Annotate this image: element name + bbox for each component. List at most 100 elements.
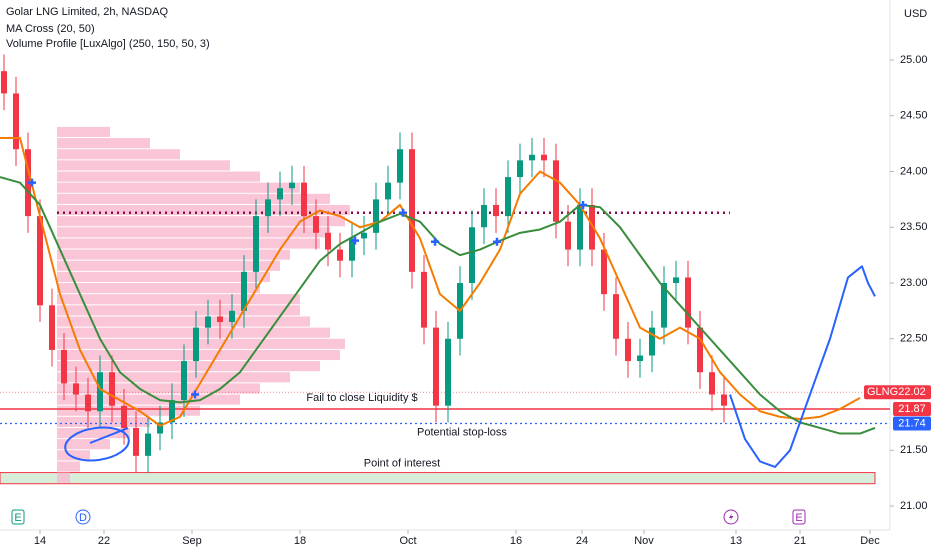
last-price-value: 22.02 — [898, 386, 926, 398]
x-tick-label: 16 — [510, 535, 522, 547]
y-tick-label: 25.00 — [900, 54, 928, 66]
cross-marker — [351, 236, 359, 245]
chart-title: Golar LNG Limited, 2h, NASDAQ — [6, 6, 168, 18]
candle-body — [61, 349, 67, 384]
candle-body — [445, 338, 451, 406]
candle-body — [685, 277, 691, 328]
volume-profile-bar — [57, 427, 130, 439]
volume-profile-bar — [57, 260, 280, 271]
event-label: D — [79, 512, 87, 524]
candle-body — [421, 271, 427, 328]
volume-profile-bar — [57, 216, 345, 227]
last-price-tag — [864, 385, 931, 400]
candle-body — [277, 188, 283, 200]
candle-body — [649, 327, 655, 356]
volume-profile-bar — [57, 305, 300, 316]
candle-body — [193, 327, 199, 362]
candle-body — [541, 154, 547, 161]
y-tick-label: 24.50 — [900, 110, 928, 122]
arrow-annotation — [89, 427, 129, 444]
price-tag — [893, 416, 931, 431]
price-tag — [893, 402, 931, 417]
y-tick-label: 21.50 — [900, 444, 928, 456]
candle-body — [481, 204, 487, 228]
candle-body — [37, 216, 43, 306]
event-badge — [792, 509, 806, 525]
volume-profile-bar — [57, 193, 330, 204]
candle-body — [337, 249, 343, 261]
cross-marker — [399, 208, 407, 217]
volume-profile-bar — [57, 372, 290, 383]
candle-body — [109, 372, 115, 406]
candle-body — [589, 204, 595, 250]
last-price-name: GLNG — [867, 386, 898, 398]
cross-marker — [191, 390, 199, 399]
candle-body — [505, 177, 511, 217]
candle-body — [361, 232, 367, 239]
candle-body — [709, 372, 715, 395]
x-tick-label: 22 — [98, 535, 110, 547]
cross-marker — [28, 178, 36, 187]
candle-body — [373, 199, 379, 233]
event-label: E — [795, 512, 802, 524]
candle-body — [133, 427, 139, 456]
volume-profile-bar — [57, 182, 300, 193]
candle-body — [49, 305, 55, 350]
candle-body — [433, 327, 439, 406]
ma-line — [0, 137, 861, 427]
x-tick-label: 13 — [730, 535, 742, 547]
candle-body — [229, 310, 235, 323]
candle-body — [613, 294, 619, 339]
candle-body — [253, 216, 259, 272]
candle-body — [181, 361, 187, 401]
volume-profile-bar — [57, 171, 260, 182]
candle-body — [409, 149, 415, 272]
indicator-label: Volume Profile [LuxAlgo] (250, 150, 50, … — [6, 38, 210, 50]
volume-profile-bar — [57, 394, 240, 405]
volume-profile-bar — [57, 138, 150, 149]
volume-profile-bar — [57, 227, 330, 238]
candle-body — [217, 316, 223, 323]
y-tick-label: 21.00 — [900, 500, 928, 512]
candle-body — [637, 355, 643, 362]
candle-body — [73, 383, 79, 395]
candle-body — [385, 182, 391, 200]
volume-profile-bar — [57, 450, 90, 461]
candle-body — [349, 238, 355, 261]
x-tick-label: Oct — [399, 535, 416, 547]
candle-body — [661, 283, 667, 328]
currency-label: USD — [904, 8, 927, 20]
y-tick-label: 22.50 — [900, 333, 928, 345]
volume-profile-bar — [57, 249, 290, 260]
candle-body — [205, 316, 211, 328]
x-tick-label: 18 — [294, 535, 306, 547]
y-tick-label: 23.50 — [900, 221, 928, 233]
candle-body — [601, 249, 607, 295]
cross-marker — [579, 200, 587, 209]
volume-profile-bar — [57, 439, 110, 450]
candle-body — [85, 394, 91, 412]
event-badge — [11, 509, 25, 525]
candle-body — [529, 154, 535, 161]
volume-profile-bar — [57, 238, 320, 249]
candle-body — [577, 204, 583, 250]
candle-body — [241, 271, 247, 311]
candle-body — [121, 405, 127, 428]
candle-body — [697, 327, 703, 373]
candle-body — [469, 227, 475, 284]
candle-body — [553, 160, 559, 222]
x-tick-label: Nov — [634, 535, 654, 547]
volume-profile-bar — [57, 361, 320, 372]
candle-body — [625, 338, 631, 362]
y-tick-label: 23.00 — [900, 277, 928, 289]
volume-profile-bar — [57, 294, 300, 305]
ma-line — [729, 265, 876, 468]
x-tick-label: 21 — [794, 535, 806, 547]
volume-profile-bar — [57, 204, 350, 216]
candle-body — [265, 199, 271, 217]
candle-body — [721, 394, 727, 406]
y-tick-label: 24.00 — [900, 165, 928, 177]
indicator-label: MA Cross (20, 50) — [6, 23, 95, 35]
x-tick-label: Dec — [860, 535, 880, 547]
